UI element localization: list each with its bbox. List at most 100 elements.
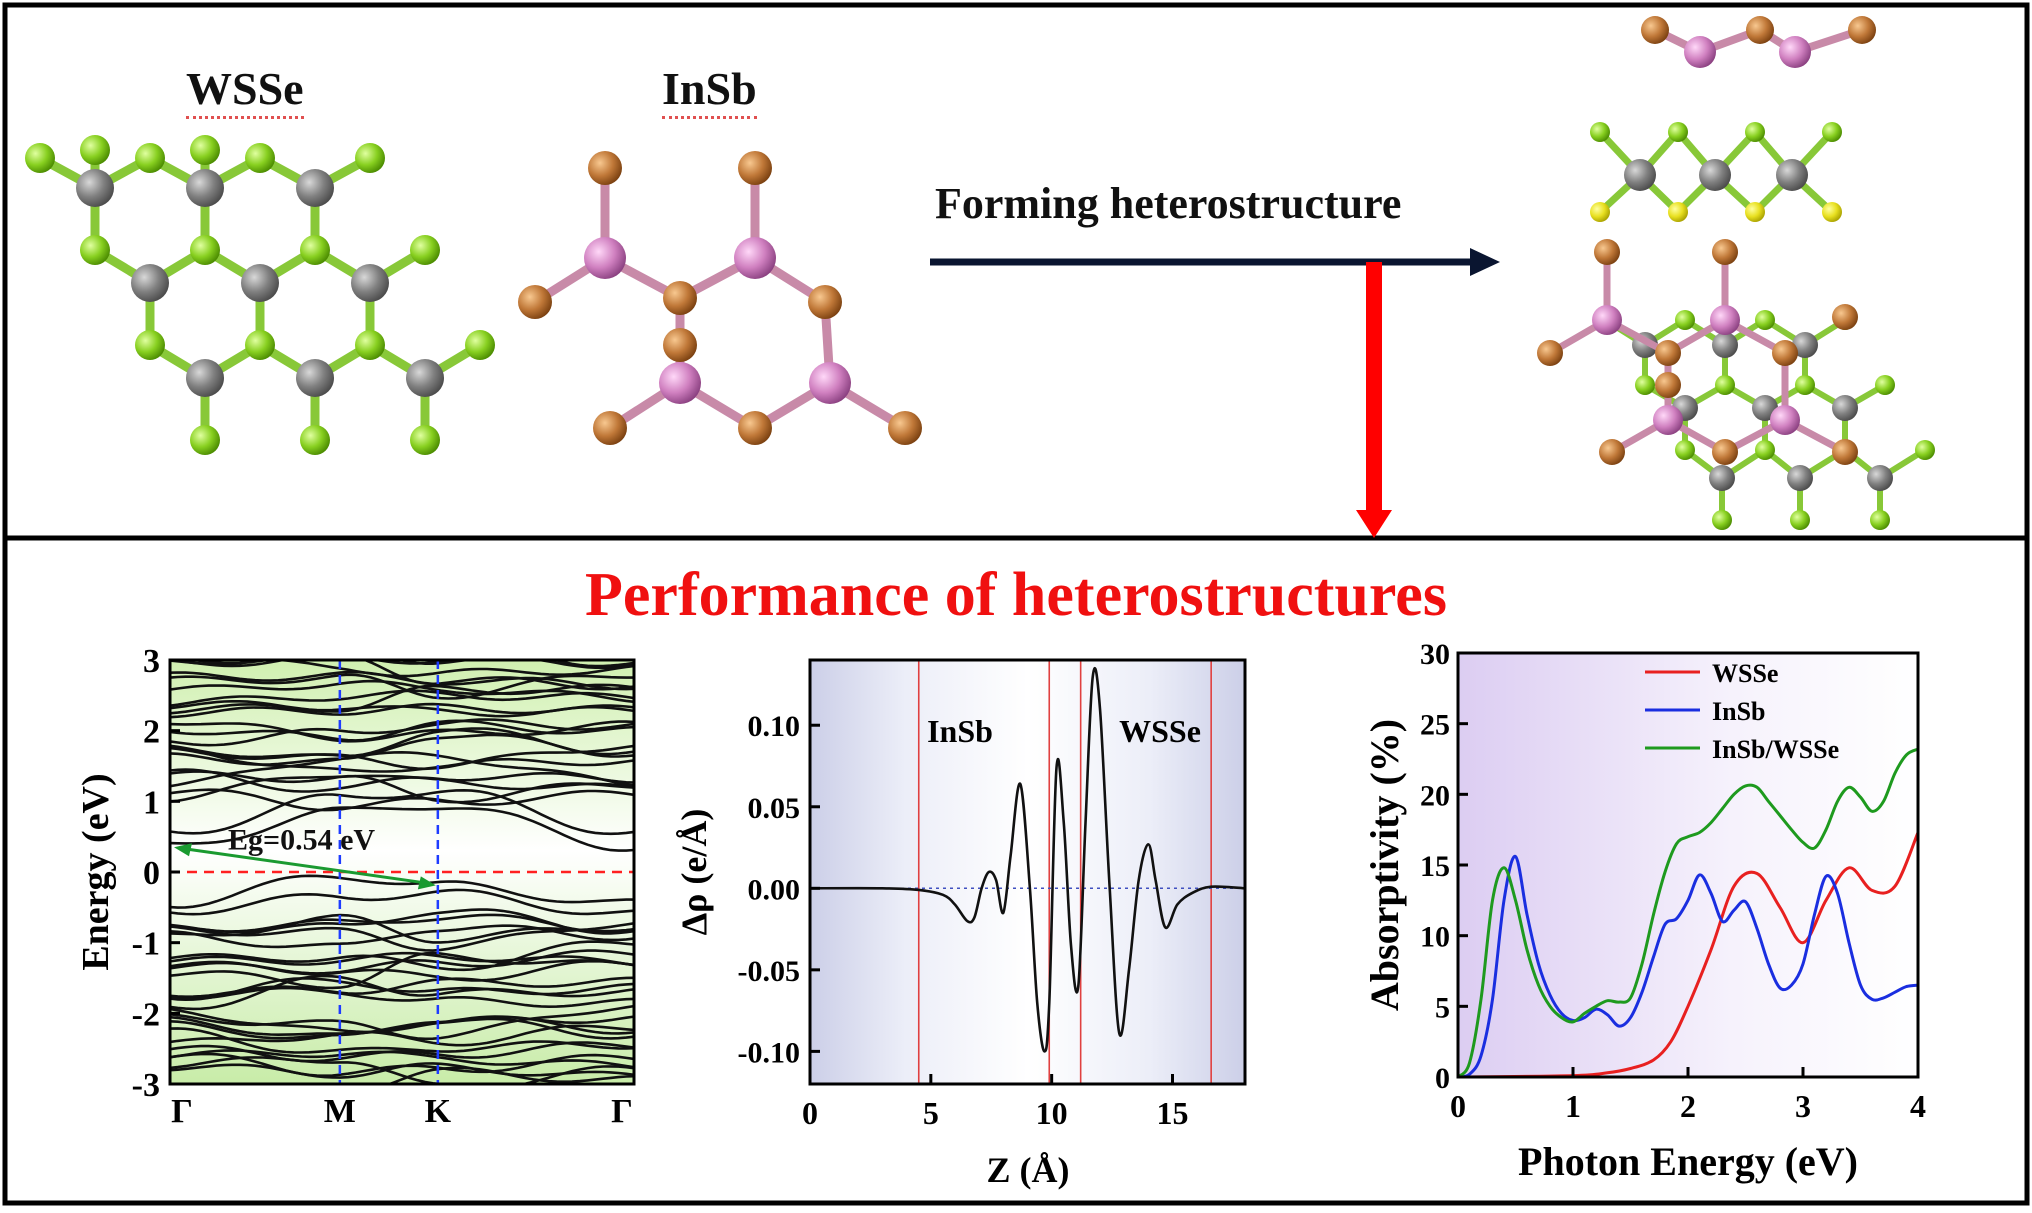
gap-arrow bbox=[187, 847, 423, 884]
atom-se bbox=[135, 330, 165, 360]
atom-se bbox=[1795, 375, 1815, 395]
atom-w bbox=[1832, 395, 1858, 421]
band-line bbox=[170, 1056, 634, 1084]
band-ytick-label: -3 bbox=[132, 1067, 160, 1104]
atom-w bbox=[241, 264, 279, 302]
band-line bbox=[170, 951, 634, 990]
band-line bbox=[170, 727, 634, 759]
atom-sb bbox=[593, 411, 627, 445]
atom-sb bbox=[1599, 439, 1625, 465]
atom-in bbox=[1684, 36, 1716, 68]
abs-xtick-label: 2 bbox=[1680, 1088, 1696, 1124]
charge-region-insb: InSb bbox=[927, 713, 993, 749]
band-line bbox=[170, 974, 634, 1011]
charge-ytick-label: 0.00 bbox=[748, 873, 801, 906]
atom-sb bbox=[738, 411, 772, 445]
charge-density-chart: -0.10 -0.05 0.00 0.05 0.10 0 5 10 15 InSb WSSe Z… bbox=[674, 658, 1247, 1190]
atom-se bbox=[300, 235, 330, 265]
band-ytick-label: 0 bbox=[143, 855, 160, 892]
atom-se bbox=[190, 425, 220, 455]
atom-sb bbox=[1594, 239, 1620, 265]
abs-xtick-label: 1 bbox=[1565, 1088, 1581, 1124]
abs-legend-label: InSb bbox=[1712, 697, 1766, 726]
atom-s bbox=[1745, 202, 1765, 222]
charge-ytick-label: 0.10 bbox=[748, 710, 801, 743]
abs-legend-label: InSb/WSSe bbox=[1712, 735, 1839, 764]
band-line bbox=[170, 670, 634, 691]
band-line bbox=[170, 788, 634, 836]
band-line bbox=[185, 660, 602, 665]
band-line bbox=[258, 660, 634, 678]
atom-se bbox=[1590, 122, 1610, 142]
wsse-structure bbox=[25, 135, 495, 455]
atom-se bbox=[1675, 310, 1695, 330]
atom-sb bbox=[1712, 439, 1738, 465]
atom-se bbox=[245, 143, 275, 173]
atom-w bbox=[406, 359, 444, 397]
band-line bbox=[170, 689, 634, 707]
abs-ytick-label: 0 bbox=[1435, 1062, 1450, 1095]
atom-sb bbox=[738, 151, 772, 185]
band-ytick-label: 1 bbox=[143, 784, 160, 821]
band-kpoint-label: K bbox=[425, 1093, 452, 1130]
band-line bbox=[170, 1027, 634, 1054]
atom-w bbox=[296, 359, 334, 397]
band-line bbox=[170, 1062, 634, 1079]
band-ylabel: Energy (eV) bbox=[75, 773, 117, 970]
band-line bbox=[250, 1066, 634, 1084]
atom-sb bbox=[1655, 372, 1681, 398]
atom-se bbox=[300, 425, 330, 455]
atom-se bbox=[1790, 510, 1810, 530]
band-ytick-label: -2 bbox=[132, 996, 160, 1033]
abs-plot-bg bbox=[1458, 653, 1918, 1077]
atom-w bbox=[1792, 332, 1818, 358]
atom-w bbox=[1776, 159, 1808, 191]
red-arrow-head bbox=[1356, 510, 1392, 538]
abs-series-wsse bbox=[1458, 831, 1918, 1077]
band-line bbox=[170, 1024, 634, 1047]
forming-arrow-head bbox=[1470, 248, 1500, 276]
abs-ytick-label: 25 bbox=[1420, 709, 1450, 742]
atom-in bbox=[1710, 305, 1740, 335]
atom-se bbox=[1915, 440, 1935, 460]
band-line bbox=[170, 718, 634, 747]
band-line bbox=[170, 908, 634, 935]
band-line bbox=[170, 768, 634, 793]
band-line bbox=[170, 1016, 634, 1040]
atom-s bbox=[1822, 202, 1842, 222]
absorptivity-chart: 0 5 10 15 20 25 30 0 1 2 3 4 WSSe InSb InSb/WSSe Phot… bbox=[1362, 638, 1926, 1184]
atom-sb bbox=[808, 285, 842, 319]
band-line bbox=[170, 959, 634, 982]
atom-in bbox=[1770, 405, 1800, 435]
atom-se bbox=[1712, 510, 1732, 530]
atom-se bbox=[355, 330, 385, 360]
abs-ytick-label: 10 bbox=[1420, 921, 1450, 954]
band-line bbox=[170, 744, 634, 771]
band-line bbox=[170, 888, 634, 916]
atom-sb bbox=[1832, 439, 1858, 465]
abs-series-insb bbox=[1458, 854, 1918, 1077]
band-ytick-label: 3 bbox=[143, 643, 160, 680]
atom-se bbox=[245, 330, 275, 360]
band-line bbox=[170, 673, 634, 700]
band-line bbox=[170, 720, 634, 743]
atom-in bbox=[659, 362, 701, 404]
atom-w bbox=[131, 264, 169, 302]
band-line bbox=[170, 1015, 634, 1040]
atom-sb bbox=[518, 285, 552, 319]
abs-ylabel: Absorptivity (%) bbox=[1362, 719, 1407, 1011]
heterostructure-top-view bbox=[1537, 239, 1935, 530]
band-line bbox=[170, 750, 634, 788]
atom-se bbox=[410, 235, 440, 265]
atom-in bbox=[809, 362, 851, 404]
band-line bbox=[170, 874, 634, 909]
performance-title: Performance of heterostructures bbox=[585, 561, 1447, 629]
charge-xtick-label: 15 bbox=[1157, 1095, 1189, 1131]
atom-se bbox=[190, 135, 220, 165]
insb-title: InSb bbox=[662, 62, 757, 119]
charge-xlabel: Z (Å) bbox=[987, 1150, 1070, 1190]
abs-ytick-label: 5 bbox=[1435, 991, 1450, 1024]
abs-legend-label: WSSe bbox=[1712, 659, 1778, 688]
charge-xtick-label: 5 bbox=[923, 1095, 939, 1131]
